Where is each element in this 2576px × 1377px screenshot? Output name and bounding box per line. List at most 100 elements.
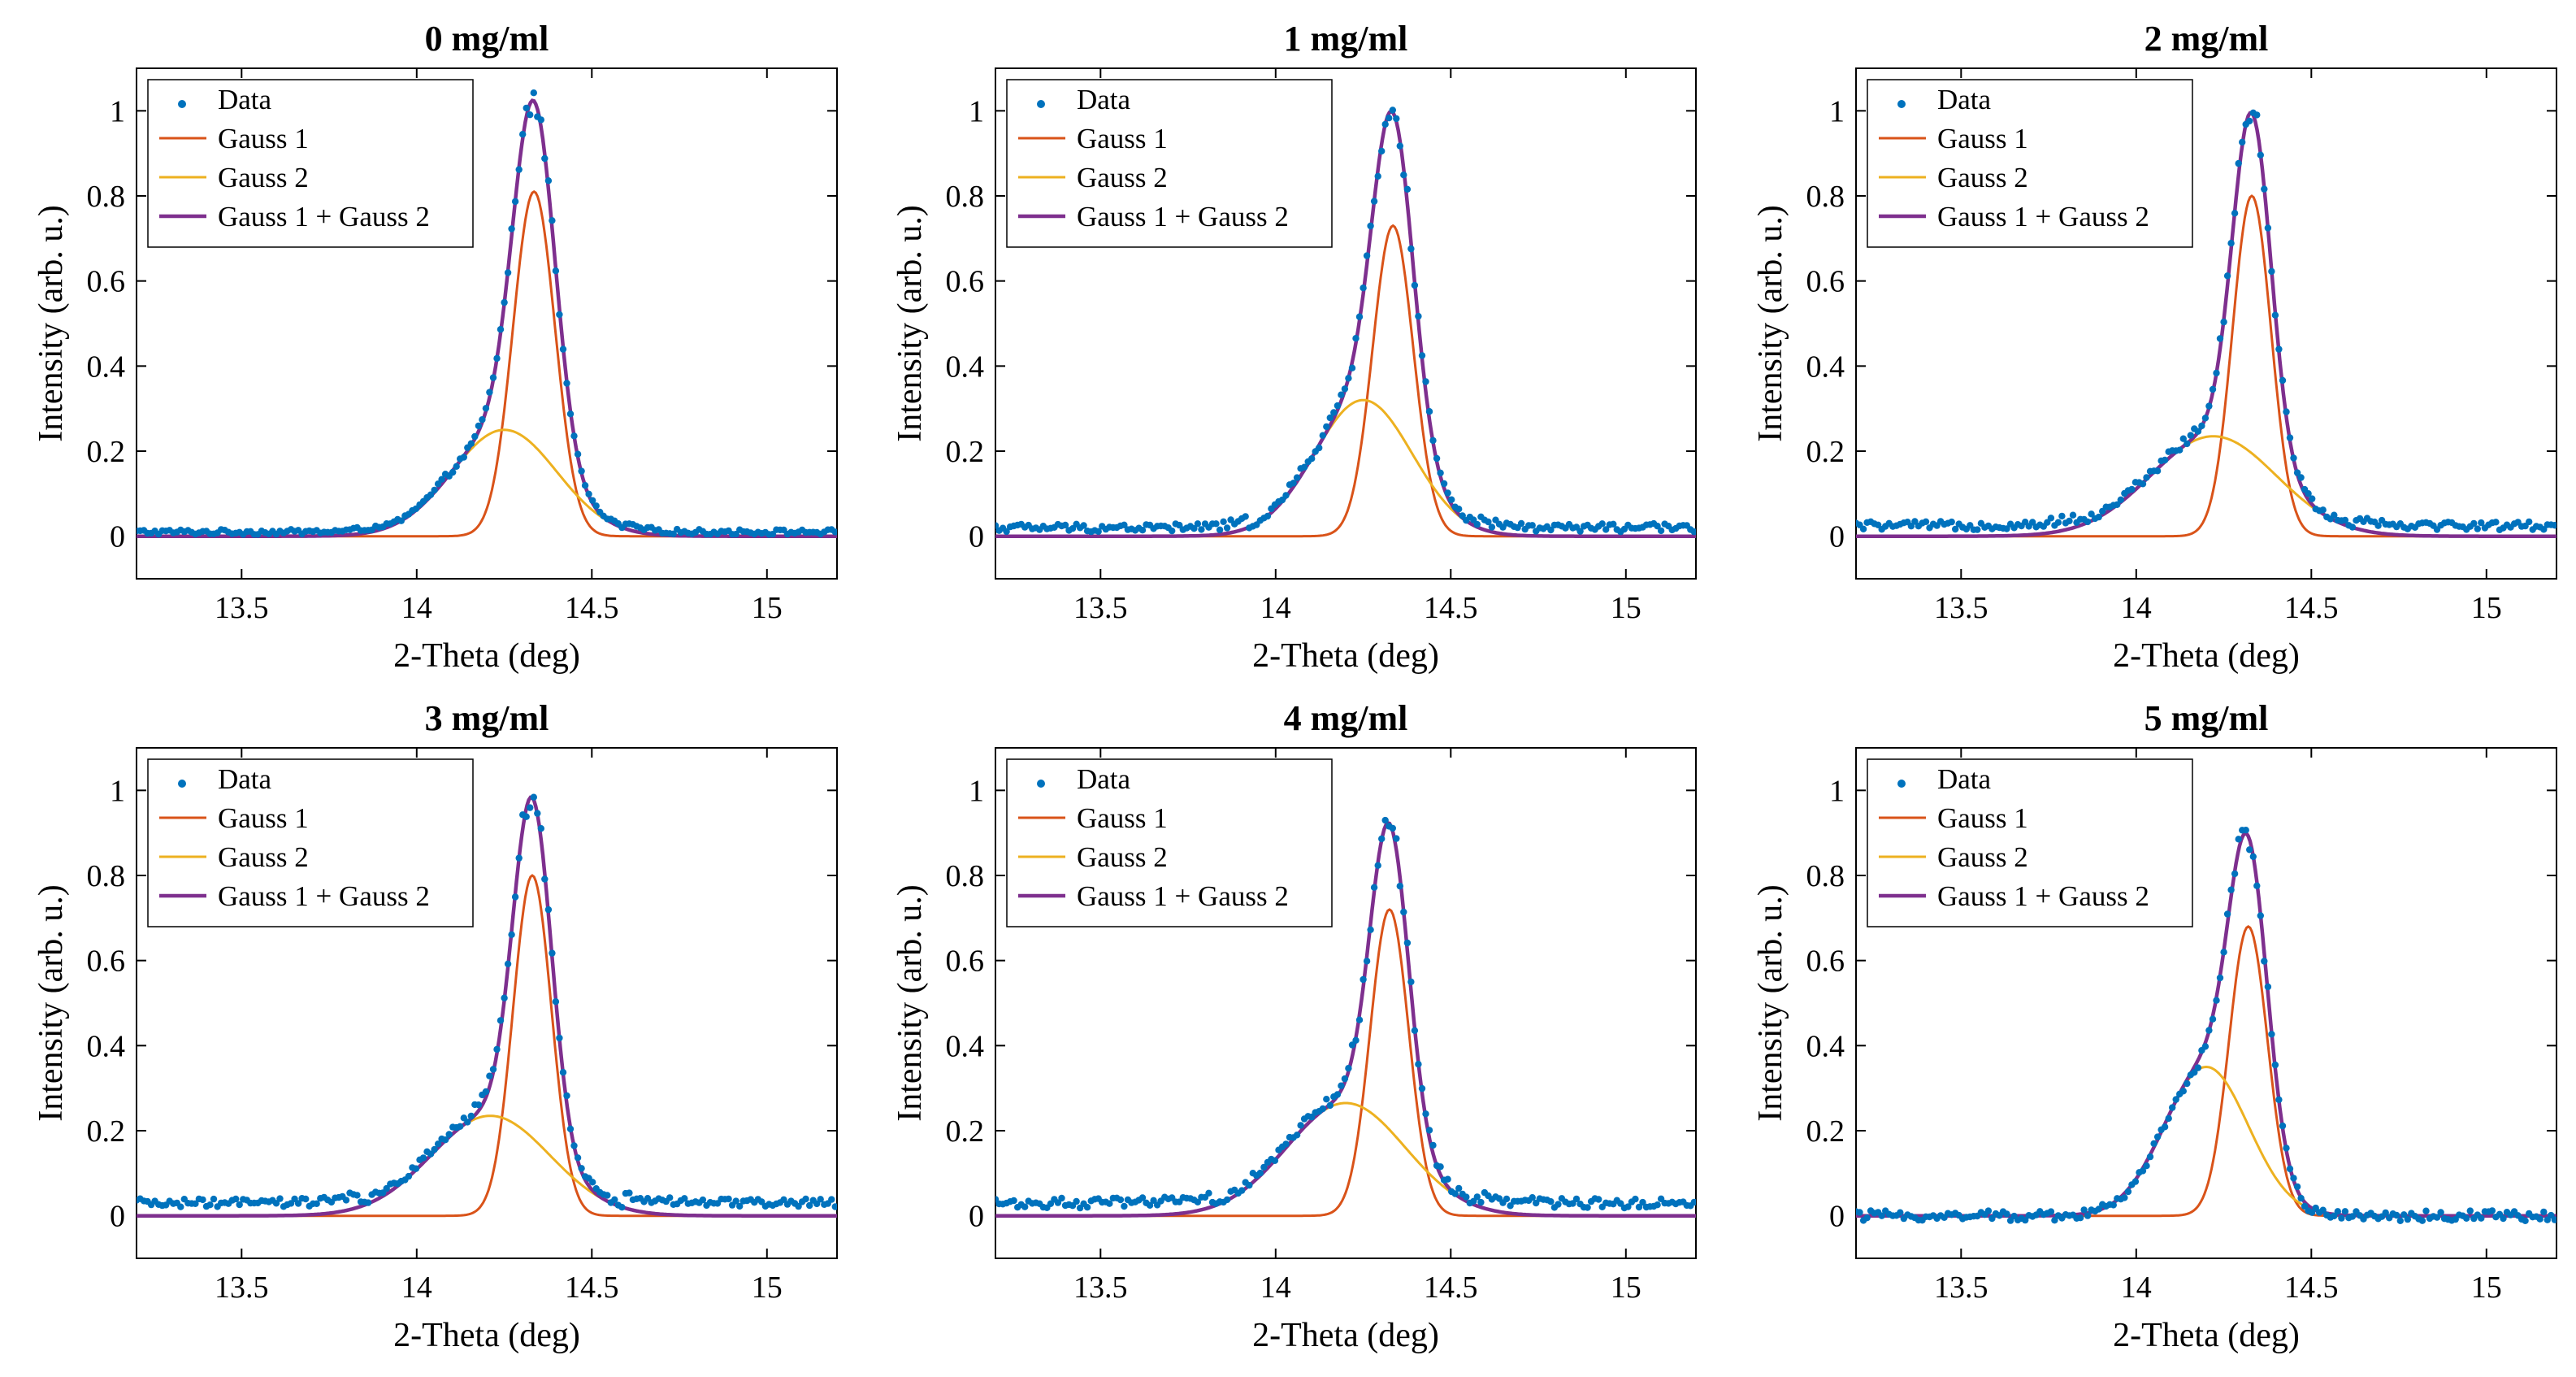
legend-label: Gauss 2 [218, 162, 309, 193]
legend-box [1867, 79, 2193, 248]
data-point [2334, 1208, 2341, 1215]
data-point [1477, 1198, 1485, 1206]
data-point [1433, 454, 1441, 463]
data-point [1400, 172, 1407, 179]
data-point [2184, 1079, 2191, 1088]
data-point [1220, 518, 1227, 525]
data-point [1121, 521, 1128, 528]
data-point [1319, 432, 1327, 439]
data-point [1293, 1132, 1301, 1139]
data-point [574, 1154, 582, 1162]
data-point [2084, 1212, 2092, 1219]
data-point [1352, 1036, 1360, 1045]
gauss1-line [995, 224, 1696, 538]
data-point [802, 1195, 809, 1203]
legend-label: Gauss 2 [1077, 162, 1168, 193]
y-tick-label: 0.4 [1806, 350, 1845, 384]
panel-0: 0 mg/ml 13.5 14 14.5 15 0 0.2 0.4 0.6 0.8 1 2-Theta… [33, 19, 838, 675]
x-tick-label: 13.5 [1934, 591, 1988, 625]
data-point [541, 875, 549, 883]
legend-label: Gauss 1 + Gauss 2 [1077, 201, 1289, 232]
y-tick-label: 0.6 [87, 265, 126, 299]
data-point [1260, 1163, 1268, 1171]
data-point [1463, 1193, 1470, 1201]
data-point [1348, 364, 1356, 371]
data-point [2047, 1208, 2055, 1215]
data-point [2216, 335, 2224, 342]
data-point [2054, 519, 2062, 526]
data-point [831, 1203, 837, 1210]
data-point [544, 906, 553, 914]
data-point [2209, 1015, 2217, 1023]
x-tick-label: 15 [2471, 591, 2502, 625]
data-point [397, 517, 405, 524]
data-point [2139, 480, 2147, 488]
data-point [2110, 1201, 2117, 1209]
data-point [2331, 511, 2338, 519]
gauss1-line [1856, 924, 2556, 1218]
data-point [479, 416, 486, 424]
data-point [831, 528, 837, 536]
data-point [1984, 1207, 1993, 1214]
data-point [1198, 526, 1205, 533]
data-point [1246, 1182, 1253, 1189]
data-point [1381, 816, 1389, 824]
axes-box [1855, 67, 2557, 580]
data-point [2069, 511, 2077, 519]
legend-marker-data [178, 100, 186, 108]
data-point [2301, 1202, 2309, 1210]
data-point [2139, 1167, 2147, 1175]
plot-area [995, 106, 1696, 538]
data-point [1422, 378, 1429, 385]
data-point [2488, 1207, 2496, 1214]
data-point [1396, 882, 1404, 890]
x-tick-label: 15 [2471, 1271, 2502, 1305]
data-point [453, 463, 460, 470]
data-point [2253, 882, 2261, 889]
data-point [1411, 1027, 1419, 1035]
data-point [2279, 1122, 2287, 1130]
panel-2: 2 mg/ml 13.5 14 14.5 15 0 0.2 0.4 0.6 0.8 1 2-Theta… [1752, 19, 2557, 675]
data-point [2305, 490, 2312, 497]
data-point [2216, 974, 2224, 982]
data-point [2293, 469, 2301, 476]
data-point [549, 949, 556, 957]
data-point [1444, 1175, 1451, 1183]
data-point [313, 1200, 320, 1208]
axes-box [136, 747, 838, 1259]
data-point [2286, 1165, 2294, 1173]
data-point [2478, 519, 2485, 527]
data-point [995, 522, 1000, 529]
data-point [2268, 1031, 2275, 1038]
y-tick-label: 1 [110, 94, 125, 128]
data-point [563, 1092, 570, 1100]
data-point [1061, 521, 1069, 529]
data-point [1654, 523, 1661, 530]
legend: Data Gauss 1 Gauss 2 Gauss 1 + Gauss 2 [147, 79, 474, 248]
legend-marker-data [1897, 780, 1906, 788]
data-point [493, 1045, 501, 1053]
data-point [2331, 1212, 2338, 1220]
data-point [1418, 1084, 1426, 1092]
data-point [2279, 376, 2287, 384]
data-point [2114, 501, 2121, 508]
data-point [1352, 335, 1360, 342]
y-tick-label: 0 [110, 1200, 125, 1234]
data-point [1271, 1157, 1279, 1165]
data-point [467, 1112, 475, 1120]
data-point [1437, 1163, 1444, 1171]
y-tick-label: 0 [1829, 520, 1845, 554]
data-point [2257, 912, 2264, 919]
y-tick-label: 0.4 [946, 1029, 985, 1063]
y-tick-label: 0.2 [1806, 435, 1845, 469]
data-point [2264, 224, 2272, 232]
data-point [534, 810, 541, 817]
data-point [1897, 1209, 1904, 1216]
y-tick-label: 0.2 [946, 1114, 985, 1149]
data-point [2117, 496, 2124, 503]
data-point [1326, 1101, 1334, 1110]
data-point [2297, 1194, 2305, 1202]
data-point [1415, 1061, 1422, 1068]
data-point [486, 389, 493, 396]
chart-title: 1 mg/ml [1284, 19, 1408, 59]
